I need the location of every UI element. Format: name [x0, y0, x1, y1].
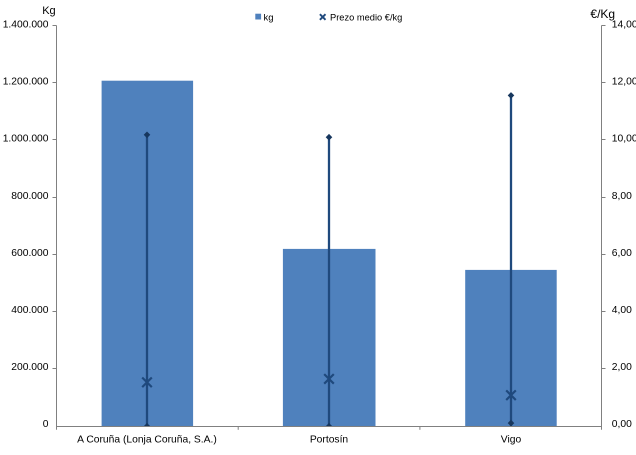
svg-text:400.000: 400.000 — [11, 305, 48, 316]
svg-text:200.000: 200.000 — [11, 362, 48, 373]
svg-text:0: 0 — [43, 419, 49, 430]
svg-text:2,00: 2,00 — [612, 362, 632, 373]
svg-text:4,00: 4,00 — [612, 305, 632, 316]
svg-text:Vigo: Vigo — [501, 434, 522, 445]
svg-text:1.400.000: 1.400.000 — [3, 20, 49, 31]
svg-text:€/Kg: €/Kg — [590, 7, 615, 21]
svg-text:10,00: 10,00 — [612, 134, 636, 145]
svg-text:6,00: 6,00 — [612, 248, 632, 259]
svg-text:Prezo medio €/kg: Prezo medio €/kg — [330, 12, 402, 22]
svg-text:Portosín: Portosín — [310, 434, 349, 445]
svg-text:Kg: Kg — [42, 5, 55, 17]
svg-text:A Coruña (Lonja Coruña, S.A.): A Coruña (Lonja Coruña, S.A.) — [77, 434, 217, 445]
svg-text:1.000.000: 1.000.000 — [3, 134, 49, 145]
svg-text:0,00: 0,00 — [612, 419, 632, 430]
svg-text:kg: kg — [264, 12, 274, 23]
svg-text:14,00: 14,00 — [612, 20, 636, 31]
svg-text:12,00: 12,00 — [612, 77, 636, 88]
svg-text:1.200.000: 1.200.000 — [3, 77, 49, 88]
svg-text:8,00: 8,00 — [612, 191, 632, 202]
svg-text:800.000: 800.000 — [11, 191, 48, 202]
svg-text:600.000: 600.000 — [11, 248, 48, 259]
